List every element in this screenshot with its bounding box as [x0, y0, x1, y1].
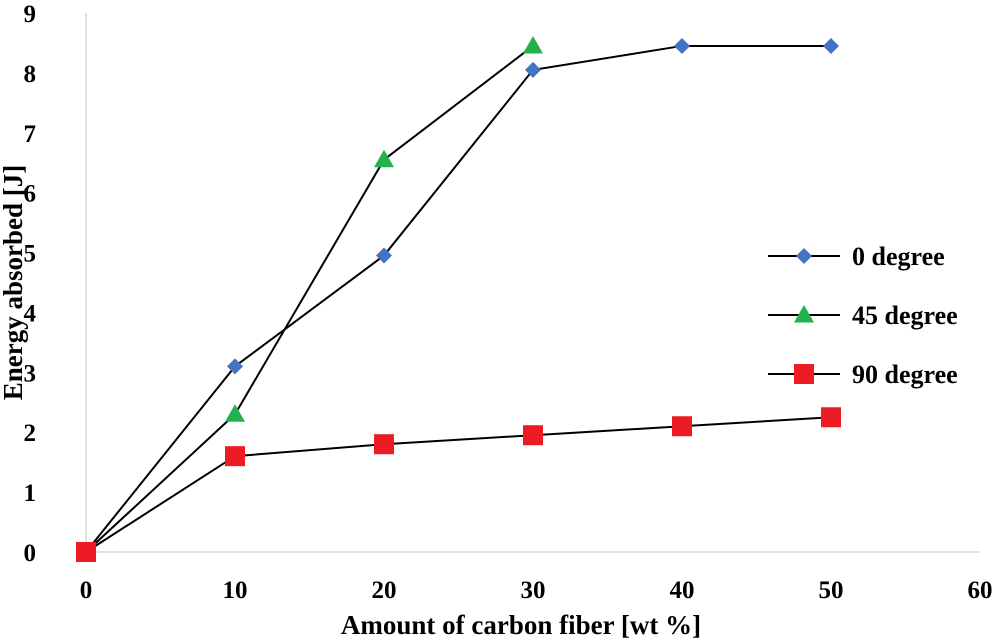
x-tick-label: 30 [521, 577, 546, 604]
y-tick-label: 3 [24, 360, 37, 387]
data-point-square [225, 446, 245, 467]
y-tick-label: 4 [24, 300, 37, 327]
series-line-square [85, 416, 832, 553]
legend-label: 45 degree [852, 301, 958, 330]
data-point-diamond [227, 358, 243, 375]
legend-marker-square [794, 364, 814, 384]
data-point-triangle [523, 35, 543, 54]
data-point-diamond [525, 61, 541, 78]
legend-marker-triangle [794, 305, 814, 323]
x-tick-label: 60 [968, 577, 993, 604]
legend-label: 90 degree [852, 360, 958, 389]
data-point-triangle [225, 404, 245, 422]
x-tick-label: 0 [80, 577, 93, 604]
y-tick-label: 6 [24, 181, 37, 208]
data-point-triangle [374, 149, 394, 168]
y-tick-label: 9 [24, 1, 37, 28]
legend-label: 0 degree [852, 242, 945, 271]
x-tick-label: 40 [670, 577, 695, 604]
y-tick-label: 7 [24, 121, 37, 148]
series-layer [76, 35, 841, 562]
data-point-diamond [674, 37, 690, 54]
data-point-square [76, 542, 96, 562]
data-point-diamond [376, 247, 392, 264]
y-tick-label: 5 [24, 241, 37, 268]
x-axis-title: Amount of carbon fiber [wt %] [341, 610, 701, 640]
data-point-diamond [823, 37, 839, 54]
y-tick-label: 0 [24, 540, 37, 567]
y-tick-label: 2 [24, 420, 37, 447]
data-point-square [821, 407, 841, 428]
x-tick-label: 10 [223, 577, 248, 604]
data-point-square [374, 434, 394, 455]
legend-marker-diamond [796, 248, 812, 264]
data-point-square [672, 416, 692, 437]
y-tick-label: 1 [24, 480, 37, 507]
data-point-square [523, 425, 543, 446]
x-tick-label: 20 [372, 577, 397, 604]
series-line-triangle [85, 45, 534, 553]
series-line-diamond [85, 44, 831, 553]
y-axis-title: Energy absorbed [J] [0, 165, 28, 401]
y-tick-label: 8 [24, 61, 37, 88]
legend: 0 degree 45 degree 90 degree [768, 242, 958, 389]
x-tick-label: 50 [819, 577, 844, 604]
